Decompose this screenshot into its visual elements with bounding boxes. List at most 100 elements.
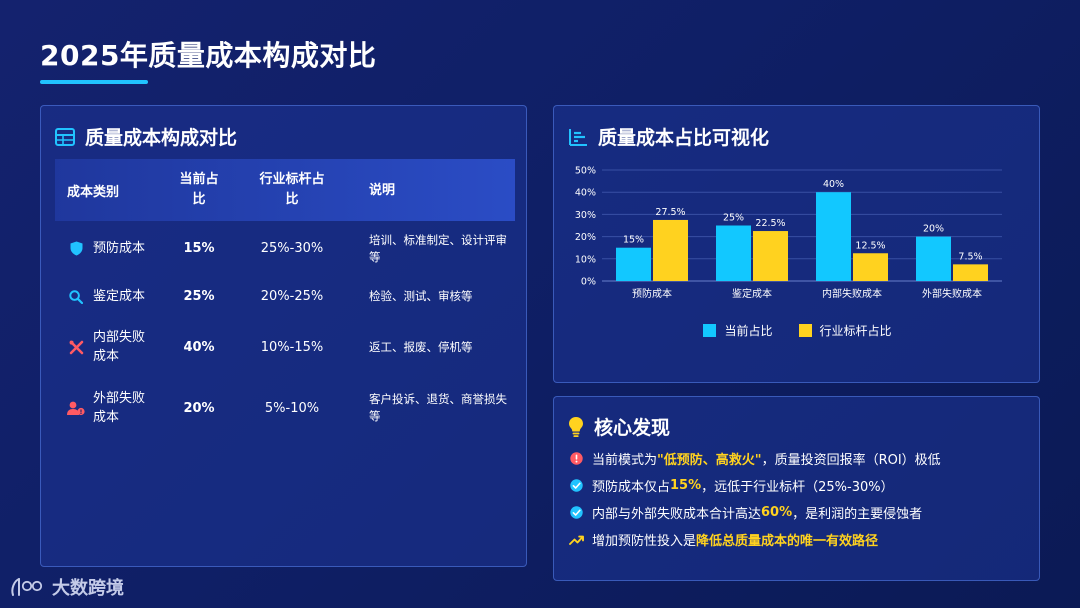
- check-icon: [568, 478, 584, 494]
- row-category-cell: 内部失败成本: [55, 328, 157, 366]
- findings-list: 当前模式为 "低预防、高救火" ，质量投资回报率（ROI）极低 预防成本仅占 1…: [568, 445, 941, 553]
- table-row: 鉴定成本 25% 20%-25% 检验、测试、审核等: [55, 276, 515, 317]
- data-label: 12.5%: [855, 240, 885, 251]
- row-category: 内部失败成本: [93, 330, 146, 364]
- finding-highlight: "低预防、高救火": [657, 453, 762, 468]
- lightbulb-icon: [569, 416, 583, 437]
- tools-icon: [67, 340, 85, 355]
- cost-table-panel: 质量成本构成对比 成本类别 当前占 比 行业标杆占 比 说明 预防成本 15% …: [40, 105, 527, 567]
- row-category: 外部失败成本: [93, 391, 146, 425]
- data-label: 15%: [623, 235, 644, 246]
- check-icon: [568, 505, 584, 521]
- bar: [616, 247, 651, 281]
- legend-item-benchmark: 行业标杆占比: [798, 322, 892, 339]
- legend-item-current: 当前占比: [703, 322, 773, 339]
- bar: [853, 253, 888, 281]
- y-tick-label: 10%: [575, 254, 596, 265]
- user-warning-icon: !: [67, 401, 85, 416]
- finding-item: 内部与外部失败成本合计高达 60% ，是利润的主要侵蚀者: [568, 499, 941, 526]
- header-current: 当前占 比: [179, 172, 219, 207]
- x-tick-label: 预防成本: [632, 287, 672, 300]
- findings-panel: 核心发现 当前模式为 "低预防、高救火" ，质量投资回报率（ROI）极低 预防成…: [553, 396, 1040, 581]
- finding-text: 当前模式为: [592, 453, 658, 468]
- row-benchmark: 5%-10%: [264, 400, 320, 416]
- bar: [953, 264, 988, 281]
- y-tick-label: 0%: [581, 277, 596, 288]
- bar-chart-icon: [569, 128, 587, 146]
- row-current: 40%: [183, 339, 215, 355]
- svg-text:!: !: [80, 409, 83, 416]
- data-label: 40%: [823, 179, 844, 190]
- row-benchmark: 20%-25%: [260, 289, 324, 304]
- chart-panel: 质量成本占比可视化 0% 10% 20% 30% 40% 50% 15% 27.5% 预防成本 2…: [553, 105, 1040, 383]
- finding-text: ，远低于行业标杆（25%-30%）: [701, 480, 894, 495]
- bar: [653, 219, 688, 281]
- row-note: 检验、测试、审核等: [369, 289, 473, 303]
- x-tick-label: 内部失败成本: [822, 287, 882, 300]
- legend-swatch-current: [703, 324, 717, 337]
- finding-text: 增加预防性投入是: [592, 534, 697, 549]
- table-row: ! 外部失败成本 20% 5%-10% 客户投诉、退货、商誉损失等: [55, 377, 515, 439]
- finding-highlight: 降低总质量成本的唯一有效路径: [696, 534, 879, 549]
- header-category: 成本类别: [67, 184, 120, 200]
- cost-table: 成本类别 当前占 比 行业标杆占 比 说明 预防成本 15% 25%-30% 培…: [55, 159, 515, 439]
- finding-text: ，是利润的主要侵蚀者: [792, 507, 923, 522]
- row-benchmark: 10%-15%: [260, 339, 324, 355]
- brand-name: 大数跨境: [52, 578, 124, 599]
- row-benchmark: 25%-30%: [260, 241, 324, 256]
- table-row: 内部失败成本 40% 10%-15% 返工、报废、停机等: [55, 317, 515, 377]
- x-tick-label: 外部失败成本: [922, 287, 982, 300]
- finding-highlight: 15%: [670, 478, 702, 493]
- bar: [716, 225, 751, 281]
- row-current: 20%: [183, 400, 215, 416]
- row-note: 返工、报废、停机等: [369, 339, 473, 354]
- table-header-row: 成本类别 当前占 比 行业标杆占 比 说明: [55, 159, 515, 221]
- row-current: 25%: [183, 289, 215, 304]
- row-note: 培训、标准制定、设计评审等: [369, 232, 507, 264]
- findings-panel-header: 核心发现: [568, 413, 670, 440]
- header-benchmark: 行业标杆占 比: [259, 172, 325, 207]
- alert-icon: [568, 451, 584, 467]
- chart-panel-title: 质量成本占比可视化: [598, 127, 770, 149]
- y-tick-label: 50%: [575, 166, 596, 177]
- legend-label-benchmark: 行业标杆占比: [819, 324, 892, 338]
- shield-icon: [67, 241, 85, 256]
- row-category-cell: 鉴定成本: [55, 287, 157, 306]
- row-category-cell: ! 外部失败成本: [55, 389, 157, 427]
- data-label: 20%: [923, 224, 944, 235]
- legend-swatch-benchmark: [798, 324, 812, 337]
- bar-chart: 0% 10% 20% 30% 40% 50% 15% 27.5% 预防成本 25% 22.5% 鉴定成…: [575, 166, 1002, 300]
- chart-legend: 当前占比 行业标杆占比: [554, 322, 1041, 339]
- trend-up-icon: [568, 532, 584, 548]
- row-category: 预防成本: [93, 241, 146, 256]
- brand-logo: 大数跨境: [10, 574, 124, 600]
- y-tick-label: 20%: [575, 232, 596, 243]
- table-row: 预防成本 15% 25%-30% 培训、标准制定、设计评审等: [55, 221, 515, 276]
- table-icon: [55, 127, 75, 146]
- finding-item: 当前模式为 "低预防、高救火" ，质量投资回报率（ROI）极低: [568, 445, 941, 472]
- data-label: 22.5%: [755, 218, 785, 229]
- findings-panel-title: 核心发现: [594, 417, 671, 439]
- row-category-cell: 预防成本: [55, 239, 157, 258]
- finding-text: ，质量投资回报率（ROI）极低: [761, 453, 941, 468]
- finding-item: 增加预防性投入是 降低总质量成本的唯一有效路径: [568, 526, 941, 553]
- data-label: 25%: [723, 213, 744, 224]
- bar: [753, 231, 788, 281]
- brand-mark-icon: [11, 578, 43, 596]
- header-note: 说明: [369, 182, 396, 198]
- y-tick-label: 30%: [575, 210, 596, 221]
- bar: [916, 236, 951, 281]
- data-label: 7.5%: [958, 251, 982, 262]
- table-panel-header: 质量成本构成对比: [55, 123, 237, 150]
- y-tick-label: 40%: [575, 188, 596, 199]
- legend-label-current: 当前占比: [724, 324, 773, 338]
- finding-highlight: 60%: [761, 505, 793, 520]
- data-label: 27.5%: [655, 207, 685, 218]
- title-underline: [40, 80, 148, 84]
- bar: [816, 192, 851, 281]
- row-note: 客户投诉、退货、商誉损失等: [369, 392, 507, 423]
- row-current: 15%: [183, 241, 215, 256]
- search-icon: [67, 289, 85, 304]
- chart-panel-header: 质量成本占比可视化: [568, 123, 769, 150]
- x-tick-label: 鉴定成本: [732, 287, 772, 300]
